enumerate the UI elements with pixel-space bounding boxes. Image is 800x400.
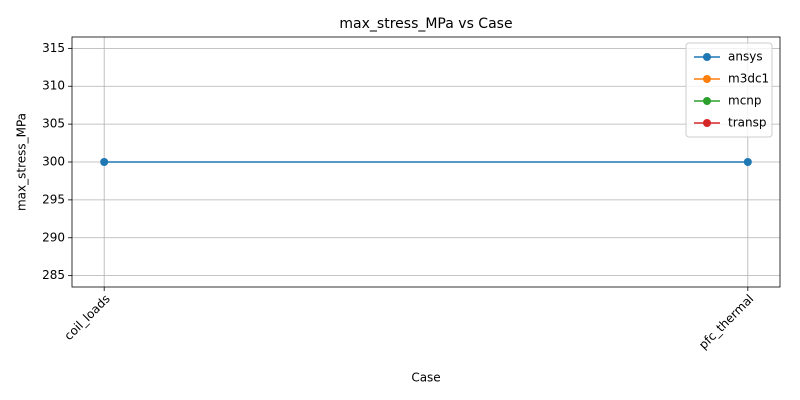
y-tick-label: 300 — [42, 155, 65, 169]
data-point — [743, 158, 752, 166]
legend-label: m3dc1 — [728, 72, 769, 86]
x-axis-label: Case — [411, 371, 440, 385]
plot-frame — [71, 36, 781, 288]
y-tick-label: 305 — [42, 117, 65, 131]
y-tick-label: 285 — [42, 268, 65, 282]
y-tick-label: 290 — [42, 230, 65, 244]
legend-box — [685, 42, 773, 138]
y-axis-label: max_stress_MPa — [15, 113, 29, 211]
legend-label: transp — [728, 116, 766, 130]
y-tick-label: 295 — [42, 192, 65, 206]
legend-label: ansys — [728, 50, 763, 64]
legend-marker — [703, 75, 711, 83]
legend-marker — [703, 53, 711, 61]
legend-marker — [703, 119, 711, 127]
y-tick-label: 310 — [42, 79, 65, 93]
legend-marker — [703, 97, 711, 105]
y-tick-label: 315 — [42, 41, 65, 55]
data-point — [100, 158, 109, 166]
legend-label: mcnp — [728, 94, 762, 108]
chart-title: max_stress_MPa vs Case — [339, 16, 512, 32]
